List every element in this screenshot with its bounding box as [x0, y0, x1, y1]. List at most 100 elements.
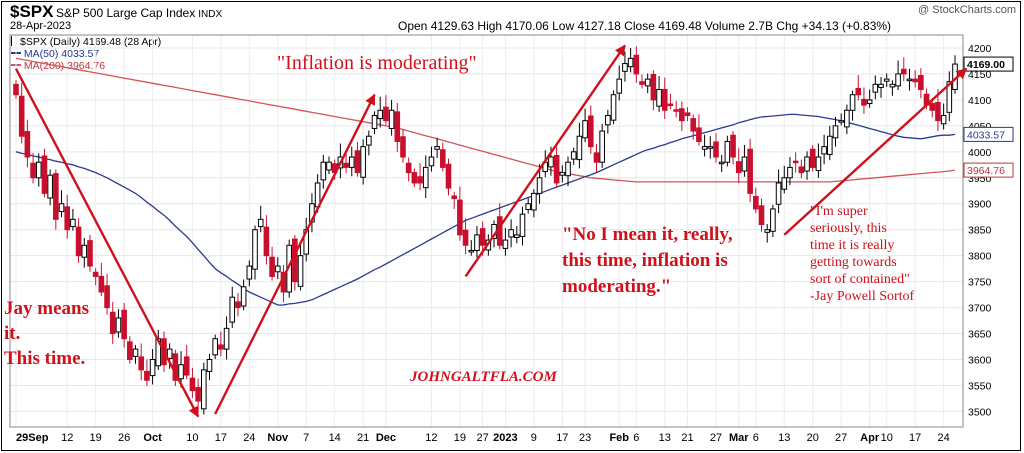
chart-axes: 3500355036003650370037503800385039003950… — [9, 34, 1014, 444]
x-tick-label: Oct — [143, 432, 162, 444]
candle-body — [422, 166, 429, 189]
y-tick-label: 4000 — [968, 147, 992, 159]
x-tick-label: 10 — [881, 432, 893, 444]
candle-body — [548, 156, 554, 168]
note-no-i-mean-it: "No I mean it, really, this time, inflat… — [562, 224, 733, 297]
candle-body — [354, 150, 361, 174]
candle-body — [582, 120, 588, 139]
candle-body — [428, 156, 435, 167]
candle-body — [75, 226, 82, 257]
candle-body — [479, 228, 486, 246]
candle-body — [627, 57, 634, 68]
x-tick-label: 17 — [909, 432, 921, 444]
price-tag-box — [963, 126, 1014, 142]
trend-arrow — [464, 44, 626, 278]
y-tick-label: 4150 — [968, 69, 992, 81]
candle-body — [440, 149, 446, 168]
candle-body — [166, 348, 173, 359]
candle-body — [411, 172, 418, 184]
candle-body — [13, 83, 19, 96]
candle-body — [457, 199, 463, 236]
candle-body — [58, 203, 65, 213]
candle-body — [269, 256, 275, 277]
stockcharts-credit: @ StockCharts.com — [918, 4, 1016, 16]
candle-body — [474, 234, 480, 251]
x-tick-label: 29Sep — [16, 432, 49, 444]
trend-arrow — [214, 93, 376, 415]
candle-body — [531, 192, 537, 211]
x-tick-label: Apr — [860, 432, 880, 444]
x-tick-label: 14 — [329, 432, 341, 444]
candle-body — [417, 176, 423, 184]
candle-body — [394, 111, 401, 142]
y-tick-label: 3550 — [968, 380, 992, 392]
candle-body — [132, 348, 139, 357]
candle-body — [610, 94, 617, 121]
candle-body — [434, 146, 440, 150]
trend-arrow — [14, 68, 200, 418]
candle-body — [24, 131, 31, 158]
candlestick-icon — [11, 36, 18, 46]
candle-body — [371, 114, 378, 129]
x-tick-label: 12 — [61, 432, 73, 444]
x-tick-label: 23 — [579, 432, 591, 444]
candle-body — [47, 174, 53, 199]
trend-arrows — [14, 44, 968, 418]
candle-body — [872, 83, 879, 93]
candle-body — [707, 146, 714, 149]
candle-body — [593, 152, 600, 163]
candle-body — [570, 151, 577, 160]
candle-body — [946, 81, 953, 113]
x-tick-label: Mar — [729, 432, 749, 444]
candle-body — [616, 78, 623, 94]
candle-body — [713, 141, 719, 158]
candle-body — [565, 161, 571, 177]
candle-body — [127, 341, 133, 361]
candle-body — [690, 118, 697, 132]
ma50-value: 4033.57 — [61, 48, 100, 60]
x-tick-label: 17 — [215, 432, 227, 444]
candle-body — [832, 125, 839, 139]
legend-main-text: $SPX (Daily) 4169.48 (28 Apr) — [20, 36, 162, 48]
ma200-label: MA(200) — [23, 60, 65, 72]
candle-body — [212, 338, 218, 356]
candle-body — [366, 135, 372, 146]
candle-body — [935, 101, 941, 122]
candle-body — [906, 78, 913, 82]
candle-body — [656, 89, 662, 107]
candle-body — [764, 229, 771, 233]
x-tick-label: 27 — [477, 432, 489, 444]
candle-body — [343, 162, 349, 168]
candle-body — [70, 218, 76, 228]
candle-body — [502, 239, 509, 249]
candle-body — [815, 156, 822, 172]
candle-body — [929, 103, 936, 111]
candle-body — [462, 229, 469, 246]
symbol-title: $SPX — [10, 2, 54, 21]
candle-body — [383, 106, 389, 122]
x-tick-label: Dec — [376, 432, 396, 444]
candle-body — [514, 234, 520, 238]
candle-body — [576, 135, 583, 161]
candle-body — [104, 285, 110, 309]
candle-body — [263, 226, 270, 257]
plot-border — [9, 34, 964, 428]
x-tick-label: 2023 — [493, 432, 517, 444]
x-tick-label: 7 — [303, 432, 309, 444]
x-tick-label: 20 — [807, 432, 819, 444]
watermark: JOHNGALTFLA.COM — [410, 369, 557, 385]
candle-body — [35, 161, 42, 179]
candle-body — [445, 163, 452, 189]
candle-body — [536, 177, 543, 194]
y-tick-label: 3500 — [968, 406, 992, 418]
chart-grid — [10, 35, 963, 427]
candle-body — [257, 218, 264, 228]
candle-body — [144, 370, 150, 381]
exchange-label: INDX — [198, 9, 223, 20]
candle-body — [696, 127, 702, 142]
y-tick-label: 3750 — [968, 277, 992, 289]
x-tick-label: 27 — [710, 432, 722, 444]
x-tick-label: 19 — [90, 432, 102, 444]
candle-body — [30, 162, 36, 179]
